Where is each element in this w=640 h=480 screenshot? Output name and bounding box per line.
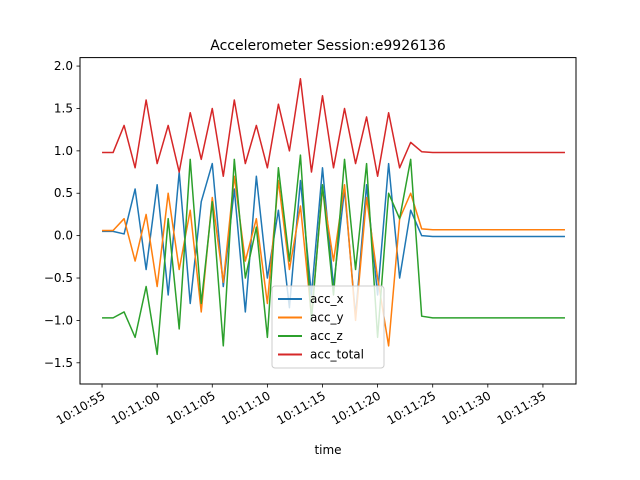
y-tick-label: 1.5 — [54, 101, 73, 115]
y-tick-label: 0.5 — [54, 186, 73, 200]
legend-label-acc_y: acc_y — [310, 311, 344, 325]
x-tick-label: 10:11:05 — [164, 388, 218, 427]
plot-frame — [79, 57, 577, 385]
x-tick-label: 10:11:10 — [219, 388, 273, 427]
x-tick-label: 10:11:35 — [495, 388, 549, 427]
y-axis: −1.5 −1.0 −0.5 0.0 0.5 1.0 1.5 2.0 — [44, 59, 80, 370]
chart-title: Accelerometer Session:e9926136 — [210, 38, 446, 54]
series-layer — [102, 78, 565, 356]
x-tick-label: 10:11:25 — [385, 388, 439, 427]
x-axis-label: time — [314, 443, 341, 457]
legend-label-acc_x: acc_x — [310, 292, 344, 306]
legend: acc_x acc_y acc_z acc_total — [271, 285, 385, 369]
x-tick-label: 10:11:00 — [109, 388, 163, 427]
x-axis: 10:10:55 10:11:00 10:11:05 10:11:10 10:11:15… — [54, 384, 549, 428]
y-tick-label: −1.5 — [44, 356, 73, 370]
series-line-acc_total — [102, 78, 565, 178]
y-tick-label: 0.0 — [54, 229, 73, 243]
legend-box — [271, 285, 385, 369]
legend-label-acc_total: acc_total — [310, 348, 364, 362]
series-line-acc_z — [102, 154, 565, 356]
x-tick-label: 10:11:15 — [274, 388, 328, 427]
x-tick-label: 10:11:30 — [440, 388, 494, 427]
x-tick-label: 10:10:55 — [54, 388, 108, 427]
y-tick-label: 1.0 — [54, 144, 73, 158]
legend-label-acc_z: acc_z — [310, 329, 343, 343]
y-tick-label: 2.0 — [54, 59, 73, 73]
y-tick-label: −0.5 — [44, 271, 73, 285]
series-line-acc_y — [102, 175, 565, 347]
y-tick-label: −1.0 — [44, 313, 73, 327]
x-tick-label: 10:11:20 — [329, 388, 383, 427]
